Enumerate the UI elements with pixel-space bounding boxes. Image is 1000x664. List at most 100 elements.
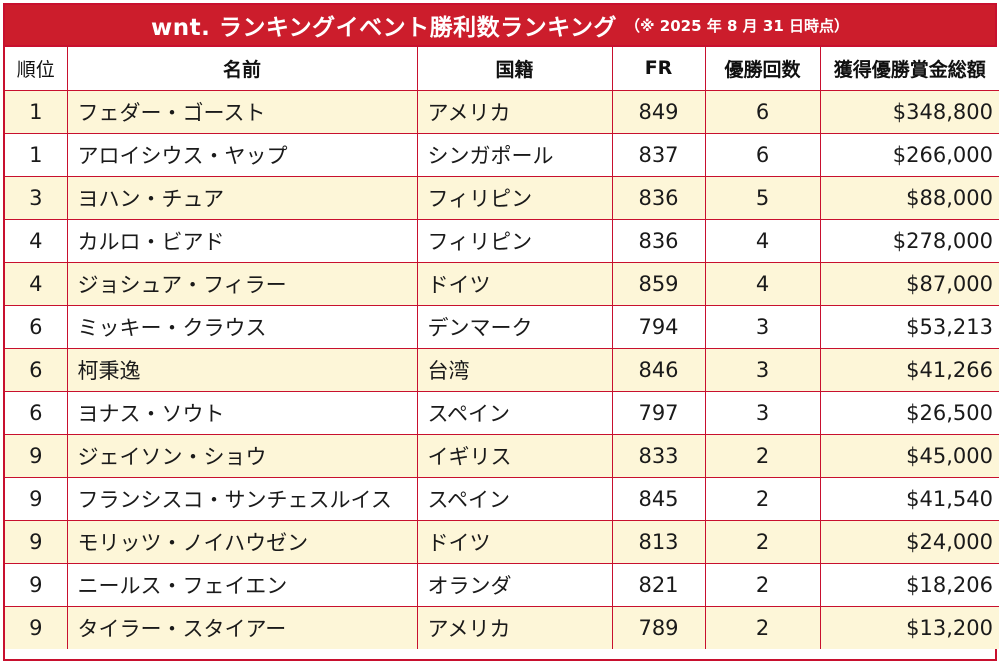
table-row: 1 フェダー・ゴースト アメリカ 849 6 $348,800 — [5, 89, 999, 134]
table-row: 4 カルロ・ビアド フィリピン 836 4 $278,000 — [5, 218, 999, 263]
cell-prize: $45,000 — [819, 433, 999, 478]
cell-name: モリッツ・ノイハウゼン — [66, 519, 418, 564]
cell-wins: 4 — [704, 218, 821, 263]
cell-wins: 2 — [704, 562, 821, 607]
cell-name: ニールス・フェイエン — [66, 562, 418, 607]
cell-name: ヨナス・ソウト — [66, 390, 418, 435]
cell-rank: 6 — [5, 390, 68, 435]
cell-rank: 9 — [5, 476, 68, 521]
column-header-wins: 優勝回数 — [704, 47, 821, 91]
column-header-rank: 順位 — [5, 47, 68, 91]
cell-wins: 2 — [704, 519, 821, 564]
cell-country: スペイン — [416, 476, 613, 521]
cell-fr: 836 — [611, 175, 706, 220]
cell-country: オランダ — [416, 562, 613, 607]
cell-name: ジョシュア・フィラー — [66, 261, 418, 306]
table-body: 1 フェダー・ゴースト アメリカ 849 6 $348,800 1 アロイシウス・ヤップ シンガ… — [5, 89, 999, 649]
cell-rank: 1 — [5, 89, 68, 134]
cell-name: ジェイソン・ショウ — [66, 433, 418, 478]
table-title: wnt. ランキングイベント勝利数ランキング — [151, 15, 617, 41]
cell-country: 台湾 — [416, 347, 613, 392]
column-header-country: 国籍 — [416, 47, 613, 91]
cell-prize: $41,266 — [819, 347, 999, 392]
table-row: 3 ヨハン・チュア フィリピン 836 5 $88,000 — [5, 175, 999, 220]
cell-name: アロイシウス・ヤップ — [66, 132, 418, 177]
cell-rank: 3 — [5, 175, 68, 220]
table-row: 9 モリッツ・ノイハウゼン ドイツ 813 2 $24,000 — [5, 519, 999, 564]
cell-wins: 4 — [704, 261, 821, 306]
cell-country: フィリピン — [416, 218, 613, 263]
cell-country: スペイン — [416, 390, 613, 435]
cell-prize: $13,200 — [819, 605, 999, 649]
cell-prize: $348,800 — [819, 89, 999, 134]
cell-name: タイラー・スタイアー — [66, 605, 418, 649]
cell-name: ミッキー・クラウス — [66, 304, 418, 349]
cell-country: ドイツ — [416, 261, 613, 306]
cell-rank: 1 — [5, 132, 68, 177]
cell-rank: 9 — [5, 433, 68, 478]
cell-country: アメリカ — [416, 605, 613, 649]
cell-wins: 6 — [704, 89, 821, 134]
cell-name: ヨハン・チュア — [66, 175, 418, 220]
title-date-note: （※ 2025 年 8 月 31 日時点） — [625, 16, 849, 35]
cell-name: カルロ・ビアド — [66, 218, 418, 263]
cell-name: 柯秉逸 — [66, 347, 418, 392]
cell-wins: 3 — [704, 347, 821, 392]
cell-wins: 5 — [704, 175, 821, 220]
cell-rank: 9 — [5, 519, 68, 564]
ranking-table: 順位 名前 国籍 FR 優勝回数 獲得優勝賞金総額 1 フェダー・ゴースト アメリカ… — [5, 47, 999, 649]
cell-prize: $53,213 — [819, 304, 999, 349]
table-row: 9 ジェイソン・ショウ イギリス 833 2 $45,000 — [5, 433, 999, 478]
cell-rank: 4 — [5, 261, 68, 306]
cell-fr: 797 — [611, 390, 706, 435]
cell-rank: 9 — [5, 605, 68, 649]
cell-fr: 833 — [611, 433, 706, 478]
column-header-prize: 獲得優勝賞金総額 — [819, 47, 999, 91]
cell-rank: 6 — [5, 347, 68, 392]
cell-fr: 789 — [611, 605, 706, 649]
cell-prize: $87,000 — [819, 261, 999, 306]
column-header-fr: FR — [611, 47, 706, 91]
cell-fr: 837 — [611, 132, 706, 177]
table-row: 1 アロイシウス・ヤップ シンガポール 837 6 $266,000 — [5, 132, 999, 177]
cell-country: フィリピン — [416, 175, 613, 220]
cell-country: シンガポール — [416, 132, 613, 177]
cell-fr: 849 — [611, 89, 706, 134]
cell-fr: 846 — [611, 347, 706, 392]
table-row: 9 タイラー・スタイアー アメリカ 789 2 $13,200 — [5, 605, 999, 649]
table-row: 9 ニールス・フェイエン オランダ 821 2 $18,206 — [5, 562, 999, 607]
table-row: 6 ヨナス・ソウト スペイン 797 3 $26,500 — [5, 390, 999, 435]
cell-prize: $88,000 — [819, 175, 999, 220]
table-row: 4 ジョシュア・フィラー ドイツ 859 4 $87,000 — [5, 261, 999, 306]
cell-prize: $26,500 — [819, 390, 999, 435]
cell-wins: 2 — [704, 433, 821, 478]
cell-name: フランシスコ・サンチェスルイス — [66, 476, 418, 521]
cell-prize: $278,000 — [819, 218, 999, 263]
cell-country: イギリス — [416, 433, 613, 478]
table-row: 9 フランシスコ・サンチェスルイス スペイン 845 2 $41,540 — [5, 476, 999, 521]
cell-prize: $266,000 — [819, 132, 999, 177]
cell-wins: 6 — [704, 132, 821, 177]
cell-rank: 4 — [5, 218, 68, 263]
cell-fr: 821 — [611, 562, 706, 607]
cell-country: ドイツ — [416, 519, 613, 564]
ranking-table-frame: wnt. ランキングイベント勝利数ランキング （※ 2025 年 8 月 31 … — [3, 3, 999, 661]
cell-prize: $41,540 — [819, 476, 999, 521]
header-row: 順位 名前 国籍 FR 優勝回数 獲得優勝賞金総額 — [5, 47, 999, 91]
cell-country: デンマーク — [416, 304, 613, 349]
column-header-name: 名前 — [66, 47, 418, 91]
cell-rank: 9 — [5, 562, 68, 607]
cell-wins: 2 — [704, 476, 821, 521]
cell-fr: 794 — [611, 304, 706, 349]
cell-prize: $18,206 — [819, 562, 999, 607]
table-row: 6 ミッキー・クラウス デンマーク 794 3 $53,213 — [5, 304, 999, 349]
cell-fr: 845 — [611, 476, 706, 521]
cell-wins: 3 — [704, 390, 821, 435]
cell-country: アメリカ — [416, 89, 613, 134]
cell-rank: 6 — [5, 304, 68, 349]
cell-fr: 859 — [611, 261, 706, 306]
cell-fr: 836 — [611, 218, 706, 263]
cell-wins: 3 — [704, 304, 821, 349]
title-bar: wnt. ランキングイベント勝利数ランキング （※ 2025 年 8 月 31 … — [5, 5, 995, 47]
table-row: 6 柯秉逸 台湾 846 3 $41,266 — [5, 347, 999, 392]
